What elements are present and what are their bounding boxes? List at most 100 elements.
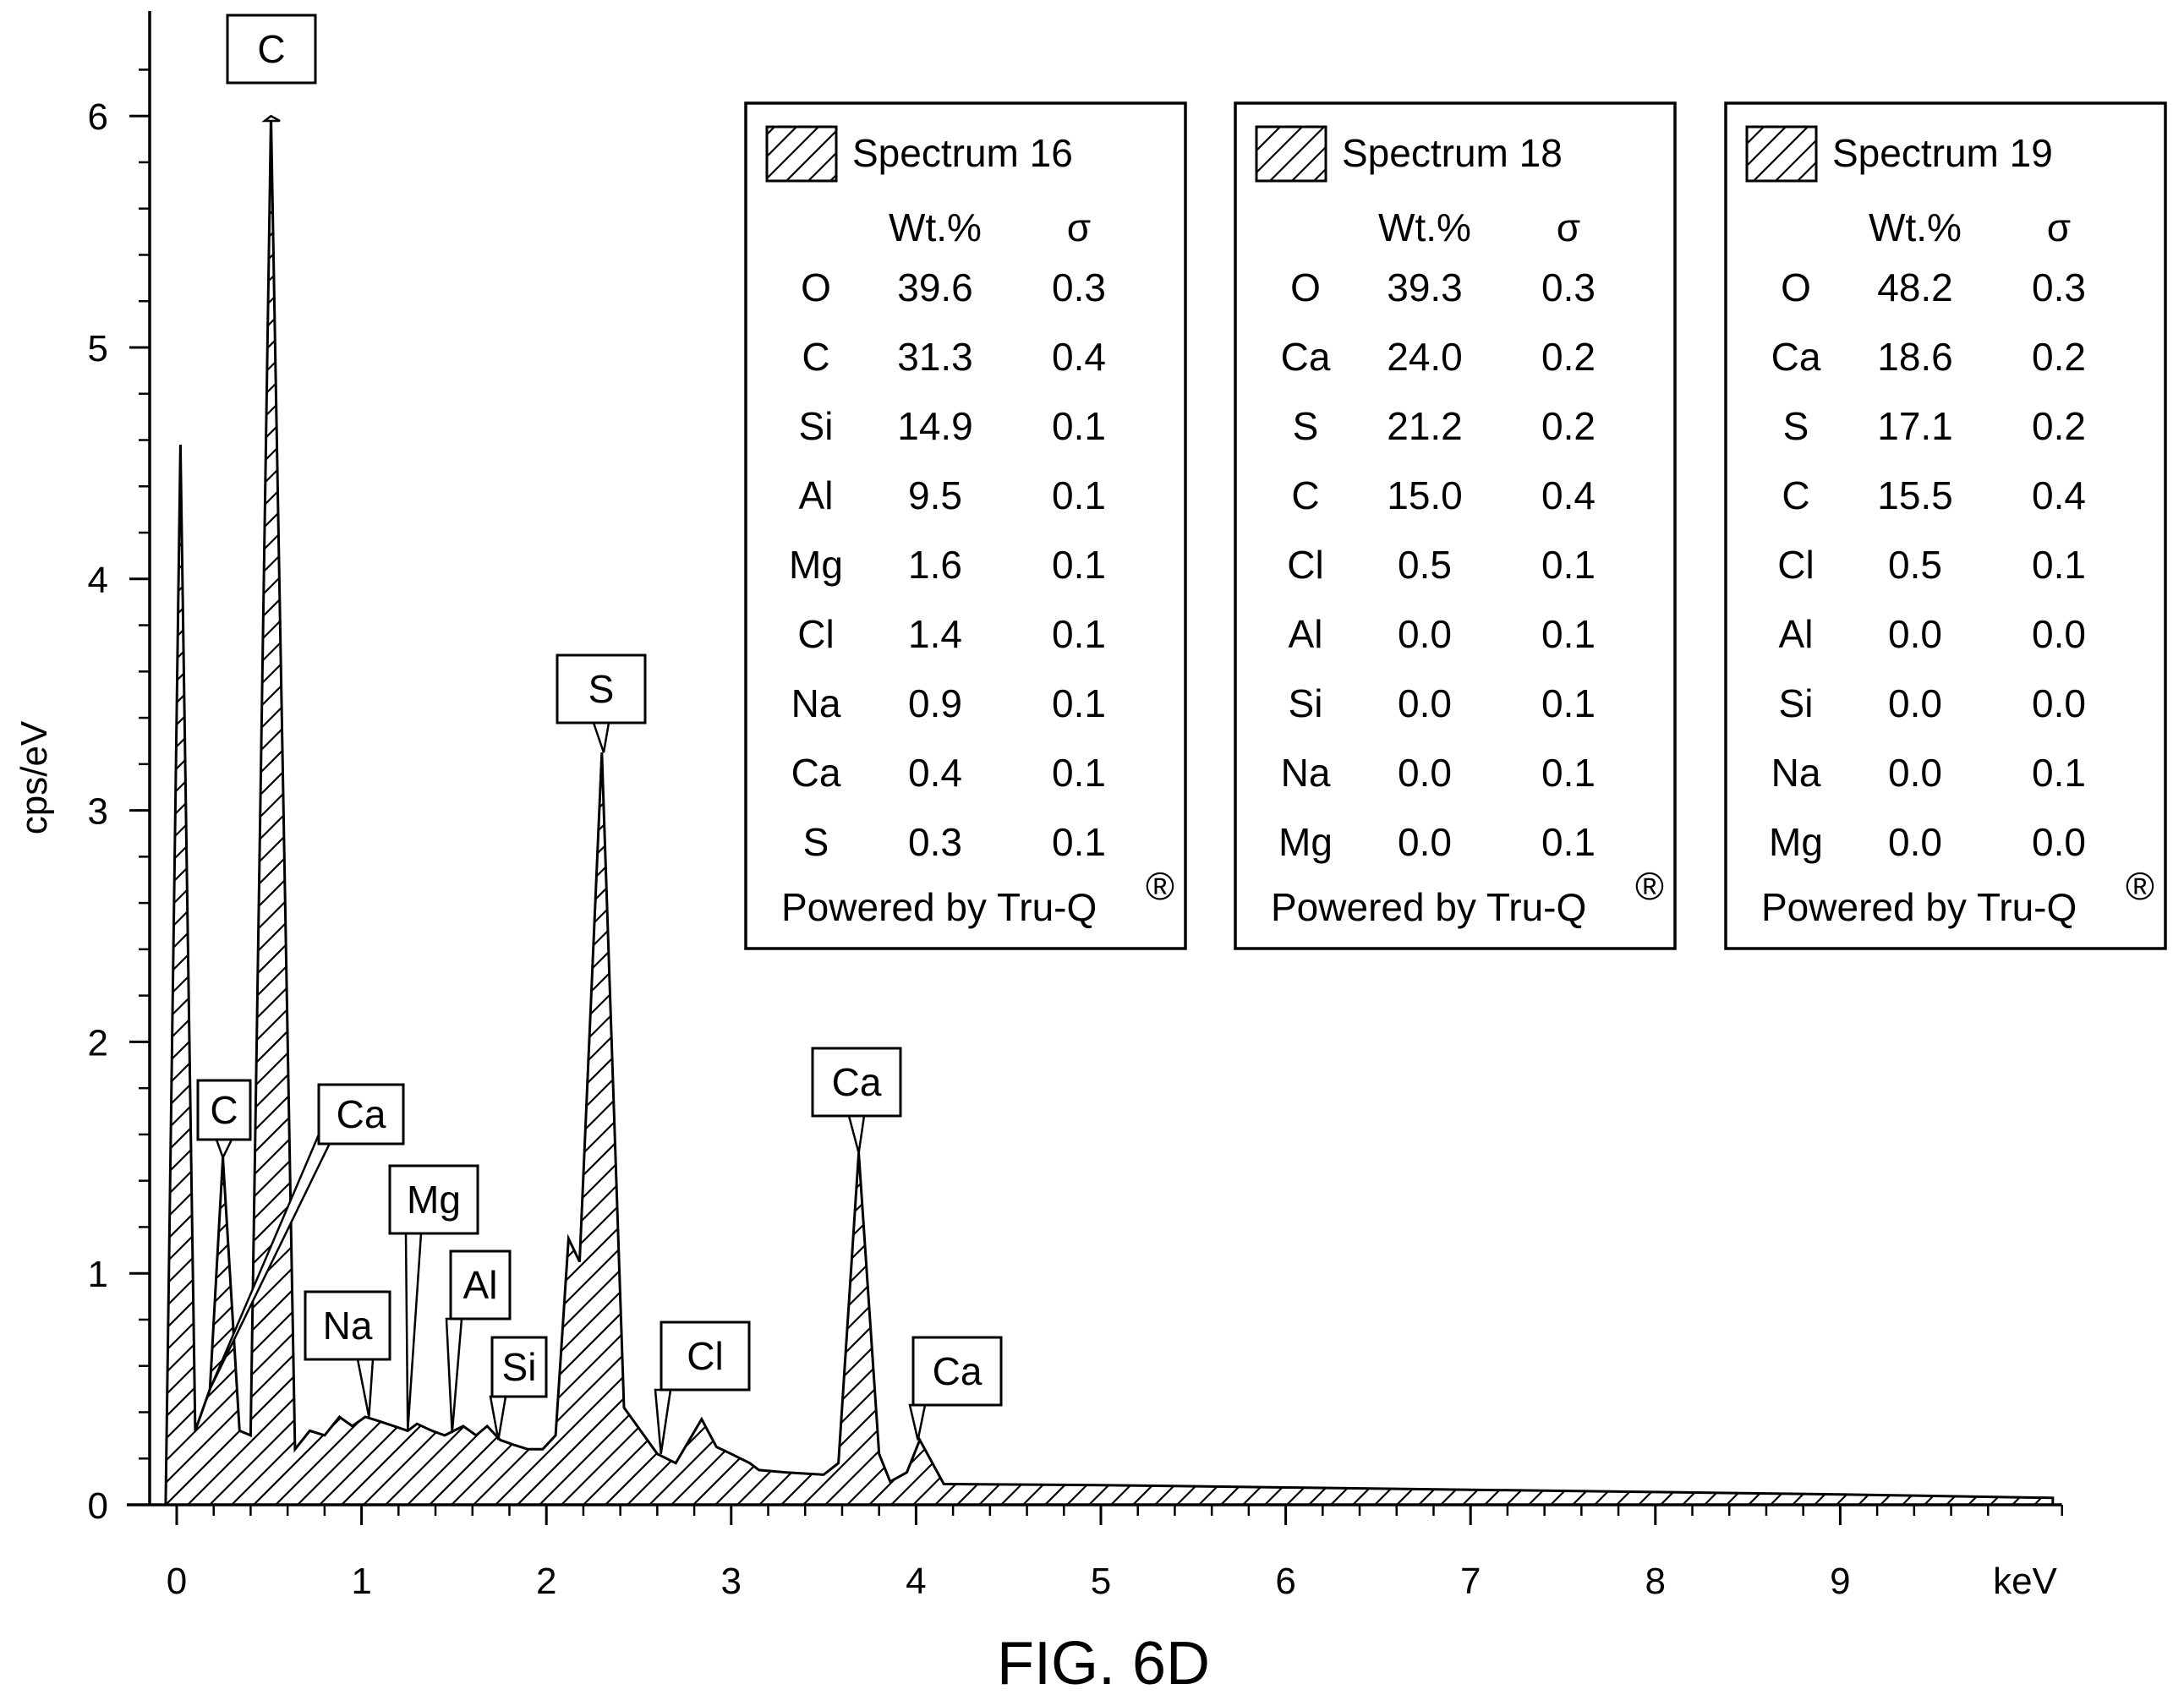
legend-sigma-value: 0.2 <box>2032 335 2086 379</box>
legend-col-header-sigma: σ <box>1067 205 1091 249</box>
x-tick-label: 2 <box>536 1561 556 1602</box>
peak-label-cl: Cl <box>654 1321 751 1454</box>
legend-element: S <box>1293 404 1319 448</box>
legend-element: C <box>1291 473 1319 517</box>
x-tick-label: 4 <box>906 1561 926 1602</box>
legend-element: C <box>1782 473 1809 517</box>
x-tick-label: 3 <box>721 1561 742 1602</box>
legend-element: Na <box>791 681 841 725</box>
legend-wt-value: 0.0 <box>1398 612 1452 656</box>
peak-label-text: Cl <box>687 1334 723 1378</box>
peak-label-si: Si <box>489 1336 548 1441</box>
registered-mark: ® <box>1146 864 1174 908</box>
legend-footer: Powered by Tru-Q <box>1271 885 1586 929</box>
peak-label-text: C <box>257 27 285 71</box>
peak-label-box <box>556 653 647 725</box>
legend-element: S <box>803 820 829 864</box>
peak-label-box <box>226 14 317 85</box>
legend-element: Mg <box>789 543 843 587</box>
legend-spectrum-18: Spectrum 18 Wt.% σ O 39.3 0.3 Ca 24.0 0.2 S 21.2 0.… <box>1234 101 1677 950</box>
peak-label-leader <box>592 721 610 753</box>
y-tick-label: 3 <box>88 791 108 833</box>
legend-element: Al <box>1289 612 1323 656</box>
y-tick-label: 5 <box>88 328 108 369</box>
peak-label-leader <box>908 1403 927 1441</box>
legend-col-header-sigma: σ <box>1557 205 1580 249</box>
legend-wt-value: 14.9 <box>897 404 973 448</box>
legend-element: Ca <box>1771 335 1821 379</box>
legend-sigma-value: 0.1 <box>1541 612 1596 656</box>
legend-wt-value: 18.6 <box>1877 335 1953 379</box>
legend-element: O <box>801 265 831 309</box>
peak-label-leader <box>261 114 281 123</box>
peak-label-ca: Ca <box>908 1336 1003 1441</box>
legend-sigma-value: 0.1 <box>1052 612 1106 656</box>
legend-sigma-value: 0.1 <box>1052 473 1106 517</box>
legend-sigma-value: 0.4 <box>2032 473 2086 517</box>
legend-element: S <box>1783 404 1809 448</box>
legend-element: Cl <box>1287 543 1323 587</box>
peak-label-ca: Ca <box>209 1083 405 1390</box>
x-axis-unit: keV <box>1993 1561 2057 1602</box>
peak-label-text: Na <box>323 1304 373 1348</box>
x-tick-label: 5 <box>1091 1561 1111 1602</box>
legend-element: Al <box>1779 612 1814 656</box>
spectrum-fill <box>164 116 2055 1506</box>
legend-wt-value: 0.0 <box>1398 681 1452 725</box>
peak-label-box <box>811 1047 902 1118</box>
peak-label-leader <box>215 1138 233 1161</box>
peak-label-box <box>317 1083 405 1146</box>
x-tick-label: 7 <box>1460 1561 1481 1602</box>
legend-sigma-value: 0.1 <box>1052 681 1106 725</box>
legend-series-name: Spectrum 18 <box>1342 131 1563 175</box>
legend-box <box>744 101 1187 950</box>
peak-label-leader <box>404 1232 423 1431</box>
legend-element: Na <box>1281 751 1331 795</box>
y-tick-label: 4 <box>88 560 108 601</box>
legend-element: Mg <box>1278 820 1333 864</box>
legend-element: Na <box>1771 751 1821 795</box>
legend-element: C <box>802 335 829 379</box>
peak-label-box <box>911 1336 1003 1407</box>
peak-label-box <box>388 1164 479 1235</box>
legend-wt-value: 21.2 <box>1387 404 1463 448</box>
legend-sigma-value: 0.1 <box>1541 681 1596 725</box>
peak-label-text: Ca <box>933 1349 983 1393</box>
legend-element: Cl <box>797 612 834 656</box>
x-tick-label: 9 <box>1830 1561 1850 1602</box>
legend-wt-value: 39.6 <box>897 265 973 309</box>
legend-wt-value: 0.5 <box>1888 543 1942 587</box>
legend-box <box>1724 101 2167 950</box>
legend-sigma-value: 0.1 <box>1541 751 1596 795</box>
legend-element: Si <box>799 404 834 448</box>
legend-wt-value: 0.3 <box>908 820 962 864</box>
legend-sigma-value: 0.1 <box>1052 751 1106 795</box>
chart-axes: 0 1 2 3 4 5 6 7 8 9 0 1 2 3 4 5 6 <box>88 11 2063 1602</box>
legend-swatch <box>1745 125 1818 183</box>
peak-label-leader <box>356 1358 375 1418</box>
legend-spectrum-19: Spectrum 19 Wt.% σ O 48.2 0.3 Ca 18.6 0.2 S 17.1 0.… <box>1724 101 2167 950</box>
legend-wt-value: 15.0 <box>1387 473 1463 517</box>
peak-label-leader <box>654 1388 672 1454</box>
y-tick-label: 6 <box>88 96 108 138</box>
peak-label-text: Ca <box>337 1092 386 1136</box>
legend-sigma-value: 0.0 <box>2032 820 2086 864</box>
figure-caption: FIG. 6D <box>997 1630 1210 1698</box>
legend-sigma-value: 0.1 <box>2032 751 2086 795</box>
x-tick-label: 8 <box>1645 1561 1666 1602</box>
legend-wt-value: 0.0 <box>1888 681 1942 725</box>
legend-wt-value: 0.4 <box>908 751 962 795</box>
peak-label-text: Mg <box>407 1178 461 1222</box>
legend-wt-value: 1.6 <box>908 543 962 587</box>
peak-label-text: C <box>210 1088 238 1132</box>
legend-wt-value: 9.5 <box>908 473 962 517</box>
legend-sigma-value: 0.3 <box>2032 265 2086 309</box>
peak-label-box <box>490 1336 548 1398</box>
legend-wt-value: 17.1 <box>1877 404 1953 448</box>
legend-element: Si <box>1289 681 1323 725</box>
legend-wt-value: 0.0 <box>1888 751 1942 795</box>
legend-sigma-value: 0.3 <box>1541 265 1596 309</box>
peak-label-box <box>196 1079 252 1141</box>
peak-label-c: C <box>226 14 317 123</box>
legend-element: Si <box>1779 681 1814 725</box>
